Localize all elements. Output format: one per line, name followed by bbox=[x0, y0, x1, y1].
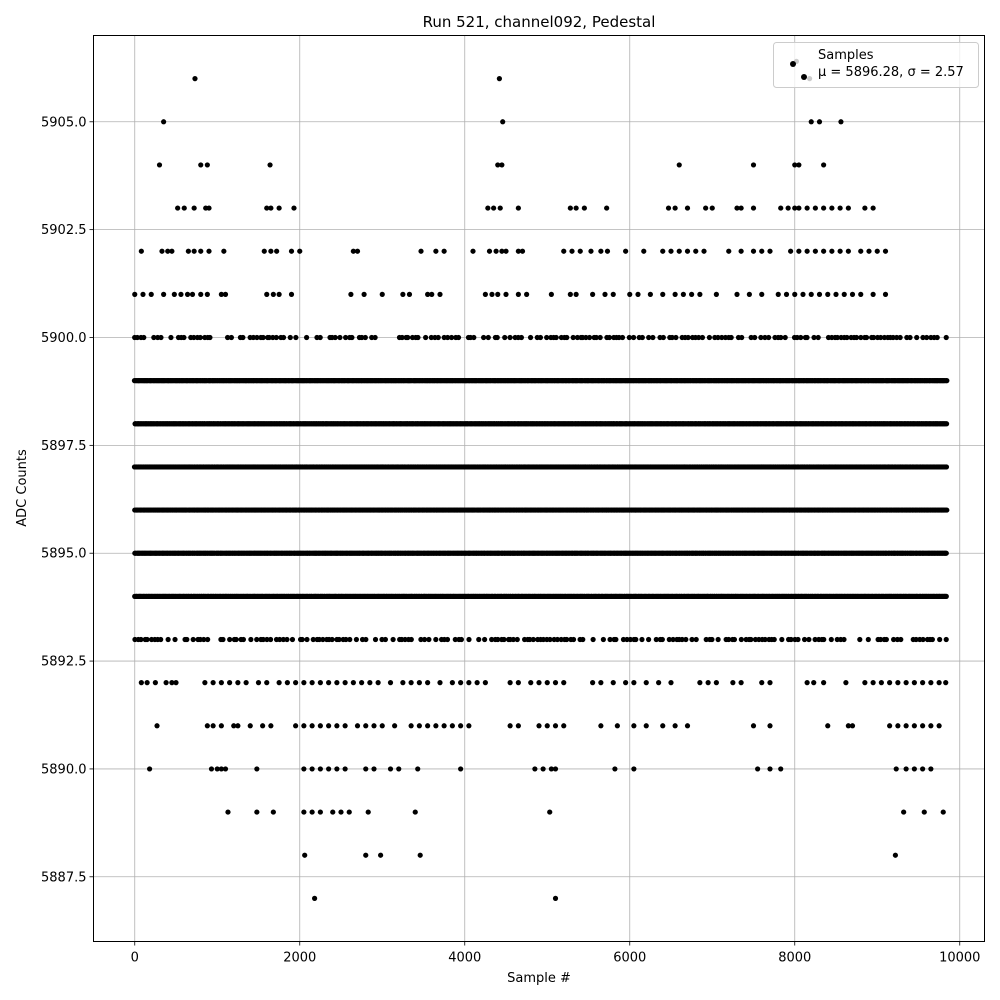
data-point bbox=[943, 593, 949, 599]
data-points bbox=[131, 58, 950, 901]
data-point bbox=[158, 334, 164, 341]
data-point bbox=[332, 334, 338, 341]
data-point bbox=[197, 334, 203, 341]
data-point bbox=[317, 334, 323, 341]
data-point bbox=[168, 334, 174, 341]
data-point bbox=[273, 334, 279, 341]
data-point bbox=[287, 334, 293, 341]
data-point bbox=[303, 334, 310, 341]
data-point bbox=[943, 550, 949, 556]
data-point bbox=[943, 421, 950, 427]
data-point bbox=[260, 334, 266, 341]
data-point bbox=[944, 507, 950, 513]
data-point bbox=[207, 334, 213, 341]
data-point bbox=[944, 378, 950, 384]
data-point bbox=[181, 334, 187, 341]
data-point bbox=[362, 334, 368, 341]
data-point bbox=[141, 334, 147, 341]
data-point bbox=[372, 334, 378, 341]
data-point bbox=[240, 334, 246, 341]
data-point bbox=[349, 334, 355, 341]
data-point bbox=[943, 464, 950, 470]
data-point bbox=[280, 334, 287, 341]
data-point bbox=[293, 334, 299, 341]
grid bbox=[93, 35, 985, 942]
chart-title: Run 521, channel092, Pedestal bbox=[423, 13, 656, 31]
data-point bbox=[337, 334, 343, 341]
data-point bbox=[228, 334, 235, 341]
data-point bbox=[405, 334, 411, 341]
